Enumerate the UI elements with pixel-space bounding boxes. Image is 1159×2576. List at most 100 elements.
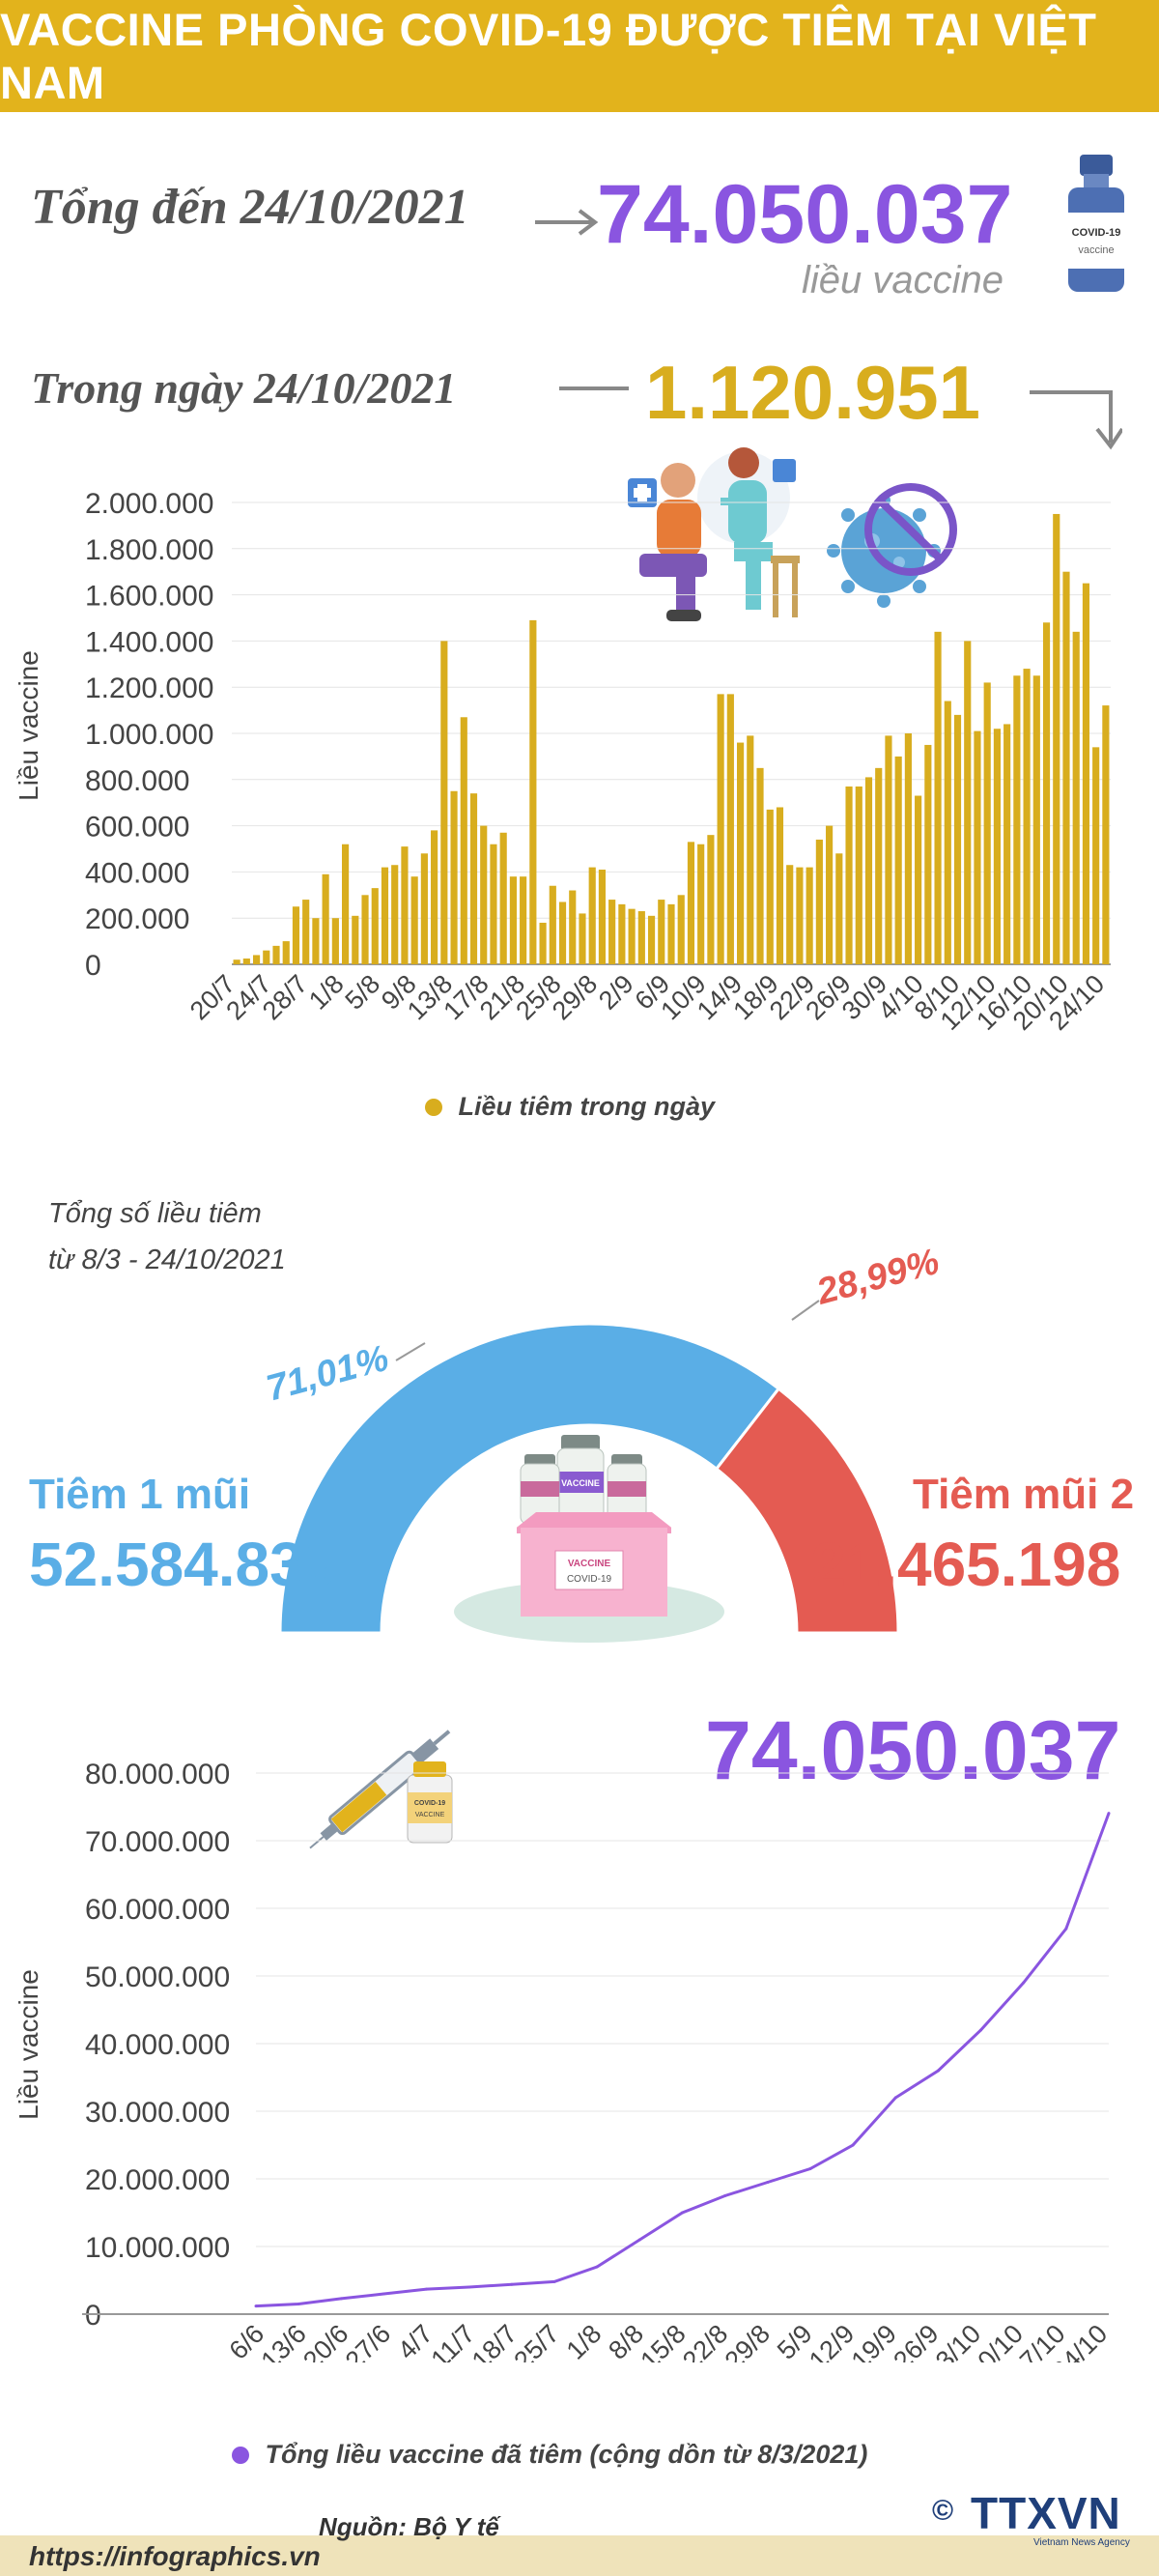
vaccine-vial-icon: COVID-19 vaccine xyxy=(1068,155,1124,292)
y-tick-label: 0 xyxy=(85,2300,101,2332)
bar xyxy=(717,694,724,964)
syringe-icon: COVID-19 VACCINE xyxy=(309,1730,453,1849)
svg-text:VACCINE: VACCINE xyxy=(415,1812,445,1818)
bar xyxy=(450,790,458,964)
y-tick-label: 1.000.000 xyxy=(85,719,213,751)
header-banner: VACCINE PHÒNG COVID-19 ĐƯỢC TIÊM TẠI VIỆ… xyxy=(0,0,1159,112)
bar xyxy=(312,918,320,964)
bar xyxy=(529,619,537,964)
ttxvn-logo: TTXVN xyxy=(971,2488,1121,2538)
line-point xyxy=(595,2265,599,2269)
bar xyxy=(864,777,873,964)
bar xyxy=(815,839,823,964)
bar xyxy=(1013,675,1021,964)
bar xyxy=(786,865,794,964)
bar xyxy=(934,631,942,964)
bar xyxy=(845,786,853,964)
bar xyxy=(410,876,418,964)
bar xyxy=(806,867,813,964)
y-tick-label: 400.000 xyxy=(85,857,189,889)
y-tick-label: 200.000 xyxy=(85,903,189,935)
line-point xyxy=(510,2282,514,2286)
footer-url[interactable]: https://infographics.vn xyxy=(29,2541,321,2571)
footer-source: Nguồn: Bộ Y tế xyxy=(319,2512,499,2541)
bar xyxy=(539,922,547,964)
bar xyxy=(796,867,804,964)
bar xyxy=(1053,513,1060,964)
page-title: VACCINE PHÒNG COVID-19 ĐƯỢC TIÊM TẠI VIỆ… xyxy=(0,4,1097,108)
bar xyxy=(1072,631,1080,964)
cumulative-line xyxy=(255,1813,1111,2308)
bar xyxy=(637,911,645,964)
bar xyxy=(371,888,379,964)
line-point xyxy=(808,2167,812,2170)
dose1-label: Tiêm 1 mũi xyxy=(29,1471,251,1518)
dose1-value: 52.584.839 xyxy=(29,1530,339,1599)
y-tick-label: 70.000.000 xyxy=(85,1826,230,1858)
y-tick-label: 20.000.000 xyxy=(85,2164,230,2196)
bar xyxy=(352,915,359,964)
bar xyxy=(252,955,261,964)
cumulative-doses-line-chart: 80.000.000 70.000.000 60.000.000 50.000.000… xyxy=(82,1759,1113,2362)
y-tick-label: 1.600.000 xyxy=(85,581,213,613)
bar xyxy=(628,908,636,964)
donut-caption-line1: Tổng số liều tiêm xyxy=(48,1198,262,1229)
total-value: 74.050.037 xyxy=(597,168,1013,261)
y-tick-label: 2.000.000 xyxy=(85,488,213,520)
line-point xyxy=(723,2194,727,2197)
line-point xyxy=(893,2096,897,2100)
bar xyxy=(924,744,932,964)
y-tick-label: 1.800.000 xyxy=(85,534,213,566)
total-label: Tổng đến 24/10/2021 xyxy=(31,180,469,235)
line-point xyxy=(254,2304,258,2308)
donut-caption-line2: từ 8/3 - 24/10/2021 xyxy=(48,1245,286,1275)
line-point xyxy=(1022,1981,1026,1985)
dose1-pct-leader xyxy=(395,1342,426,1361)
bar-legend-label: Liều tiêm trong ngày xyxy=(458,1092,715,1121)
line-point xyxy=(425,2287,429,2291)
bar xyxy=(233,959,240,964)
bar xyxy=(242,959,250,964)
dash-line xyxy=(559,386,629,390)
bar xyxy=(776,807,784,964)
line-chart-legend: Tổng liều vaccine đã tiêm (cộng dồn từ 8… xyxy=(232,2440,867,2470)
line-point xyxy=(382,2292,385,2296)
line-point xyxy=(297,2303,300,2305)
bar xyxy=(579,913,586,964)
daily-label: Trong ngày 24/10/2021 xyxy=(31,363,457,413)
bar xyxy=(677,895,685,964)
bar xyxy=(1023,669,1031,964)
bar xyxy=(904,733,912,964)
bar xyxy=(875,767,883,964)
svg-text:vaccine: vaccine xyxy=(1078,244,1114,256)
bar xyxy=(647,915,656,964)
y-tick-label: 1.200.000 xyxy=(85,673,213,704)
bar xyxy=(292,906,300,964)
line-point xyxy=(681,2211,684,2215)
cumulative-highlight: 74.050.037 xyxy=(705,1704,1121,1797)
bar xyxy=(885,735,892,964)
bar xyxy=(944,701,951,964)
bar xyxy=(490,844,497,964)
vaccination-scene-icon xyxy=(628,447,800,621)
bar xyxy=(687,842,695,964)
bar xyxy=(953,714,962,964)
line-point xyxy=(467,2285,471,2289)
bar xyxy=(1062,571,1070,964)
copyright-icon: © xyxy=(932,2495,954,2527)
bar xyxy=(342,844,350,964)
bar xyxy=(331,918,339,964)
bar xyxy=(391,865,399,964)
bar xyxy=(272,945,280,964)
x-tick-label: 1/8 xyxy=(561,2319,608,2362)
line-legend-label: Tổng liều vaccine đã tiêm (cộng dồn từ 8… xyxy=(265,2440,868,2469)
bar xyxy=(509,876,517,964)
line-point xyxy=(936,2069,940,2073)
vaccine-box-icon: VACCINE VACCINE COVID-19 xyxy=(517,1435,671,1617)
bar xyxy=(608,900,616,964)
line-point xyxy=(851,2143,855,2147)
bar xyxy=(1032,675,1040,964)
arrow-right-icon xyxy=(535,209,599,236)
bar xyxy=(440,641,448,964)
bar xyxy=(420,853,428,964)
